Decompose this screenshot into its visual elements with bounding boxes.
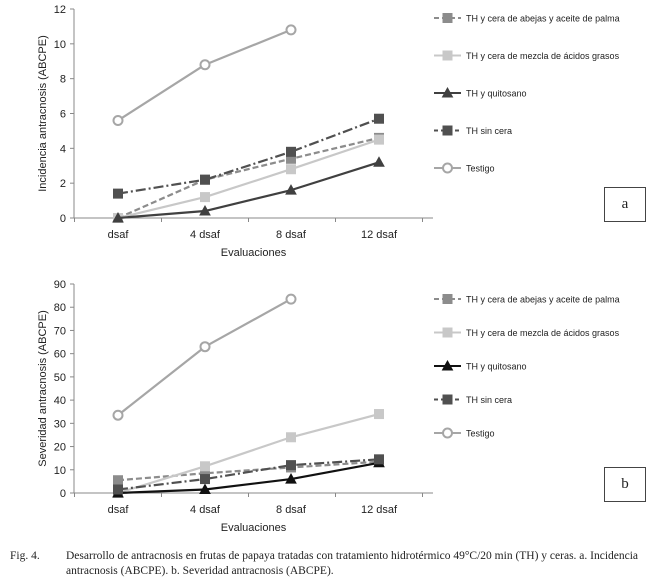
chart-a-x-tick-label: 4 dsaf [190, 229, 221, 241]
caption-text: Desarrollo de antracnosis en frutas de p… [66, 550, 639, 577]
chart-b-y-tick-label: 20 [54, 442, 66, 454]
chart-b-series-line-1 [117, 412, 380, 495]
chart-a-legend-swatch-marker-4 [442, 162, 453, 174]
chart-b-y-tick-label: 80 [54, 302, 66, 314]
chart-a-x-axis-title: Evaluaciones [221, 247, 287, 259]
chart-a-series-3-point-1 [200, 174, 210, 185]
chart-a-series-1-point-1 [200, 192, 210, 203]
chart-a-legend-swatch-marker-1 [442, 50, 453, 61]
chart-a-series-2-point-1 [199, 205, 211, 216]
chart-a-series-4-point-2 [285, 24, 297, 36]
chart-b-legend-swatch-marker-2 [441, 359, 454, 371]
chart-b-x-tick-label: dsaf [108, 504, 130, 516]
chart-b-series-1-point-3 [374, 409, 384, 420]
chart-b-y-tick-label: 90 [54, 279, 66, 291]
chart-b-legend-swatch-marker-3 [442, 394, 453, 405]
caption-label: Fig. 4. [10, 550, 40, 562]
chart-b-y-tick-label: 0 [60, 488, 66, 500]
chart-b-legend-swatch-marker-4 [442, 427, 453, 439]
chart-a-y-tick-label: 2 [60, 178, 66, 190]
chart-b-legend-label-4: Testigo [466, 429, 495, 439]
chart-b-legend-swatch-marker-1 [442, 327, 453, 338]
chart-a-legend-label-0: TH y cera de abejas y aceite de palma [466, 14, 620, 24]
chart-b-series-line-3 [117, 458, 380, 491]
chart-a-legend-label-1: TH y cera de mezcla de ácidos grasos [466, 51, 620, 61]
chart-b-series-4-point-2 [285, 293, 297, 305]
chart-b-series-2-point-2 [285, 473, 297, 484]
chart-b-series-4-point-1 [199, 341, 211, 353]
chart-b-series-1-point-1 [200, 461, 210, 472]
chart-a-series-line-3 [117, 117, 380, 195]
chart-b-x-axis-title: Evaluaciones [221, 522, 287, 534]
chart-b-legend-label-0: TH y cera de abejas y aceite de palma [466, 295, 620, 305]
panel-label-a: a [621, 196, 629, 212]
chart-b-series-0-point-0 [113, 475, 123, 486]
chart-b-series-line-0 [117, 460, 380, 482]
chart-a-x-tick-label: dsaf [108, 229, 130, 241]
chart-b-series-line-4 [117, 298, 292, 417]
chart-a-series-3-point-3 [374, 113, 384, 124]
chart-b-series-line-2 [117, 461, 380, 495]
chart-b-legend-label-3: TH sin cera [466, 395, 512, 405]
chart-b-series-3-point-0 [113, 484, 123, 495]
chart-a-y-tick-label: 10 [54, 39, 66, 51]
chart-a-y-axis-title: Incidencia antracnosis (ABCPE) [37, 35, 49, 192]
chart-a-series-2-point-3 [373, 156, 385, 167]
chart-b-y-tick-label: 60 [54, 349, 66, 361]
panel-label-box-b: b [604, 467, 646, 502]
chart-a-x-tick-label: 12 dsaf [361, 229, 398, 241]
chart-b-y-tick-label: 50 [54, 372, 66, 384]
chart-a-series-line-0 [117, 136, 380, 220]
chart-b-series-3-point-1 [200, 474, 210, 485]
chart-a-series-line-1 [117, 138, 380, 220]
chart-b-x-tick-label: 4 dsaf [190, 504, 221, 516]
chart-a-series-2-point-0 [112, 211, 124, 223]
chart-b-series-2-point-1 [199, 483, 211, 495]
chart-b-legend-swatch-marker-0 [442, 294, 453, 304]
chart-a-series-line-4 [117, 28, 292, 122]
chart-a-series-1-point-3 [374, 134, 384, 145]
chart-b-y-tick-label: 40 [54, 395, 66, 407]
chart-b-series-3-point-2 [286, 460, 296, 471]
chart-b-series-3-point-3 [374, 454, 384, 465]
chart-b-series-4-point-0 [112, 409, 124, 421]
chart-b-series-1-point-2 [286, 432, 296, 443]
chart-a-legend-label-4: Testigo [466, 164, 495, 174]
chart-a-series-line-2 [117, 161, 380, 220]
chart-a-legend-swatch-marker-0 [442, 13, 453, 23]
chart-b-legend-label-2: TH y quitosano [466, 362, 527, 372]
panel-label-box-a: a [604, 187, 646, 222]
chart-b-legend-label-1: TH y cera de mezcla de ácidos grasos [466, 328, 620, 338]
chart-b-x-tick-label: 8 dsaf [276, 504, 307, 516]
chart-a-legend-swatch-marker-2 [441, 86, 454, 98]
chart-a-y-tick-label: 0 [60, 213, 66, 225]
chart-a-y-tick-label: 6 [60, 109, 66, 121]
chart-a-y-tick-label: 8 [60, 74, 66, 86]
chart-a-x-tick-label: 8 dsaf [276, 229, 307, 241]
chart-a-series-3-point-2 [286, 146, 296, 157]
chart-b-y-tick-label: 70 [54, 325, 66, 337]
chart-a-series-2-point-2 [285, 184, 297, 195]
chart-a-legend-label-3: TH sin cera [466, 126, 512, 136]
chart-a-series-3-point-0 [113, 188, 123, 199]
chart-a-y-tick-label: 4 [60, 143, 66, 155]
chart-b-x-tick-label: 12 dsaf [361, 504, 398, 516]
chart-b-y-tick-label: 10 [54, 465, 66, 477]
chart-b-y-axis-title: Severidad antracnosis (ABCPE) [37, 310, 49, 467]
chart-a-legend-swatch-marker-3 [442, 125, 453, 136]
chart-b-y-tick-label: 30 [54, 418, 66, 430]
chart-a-series-4-point-1 [199, 59, 211, 71]
chart-a-series-1-point-2 [286, 164, 296, 175]
chart-a-legend-label-2: TH y quitosano [466, 89, 527, 99]
chart-a-series-4-point-0 [112, 114, 124, 126]
chart-a-y-tick-label: 12 [54, 4, 66, 16]
panel-label-b: b [621, 476, 629, 492]
